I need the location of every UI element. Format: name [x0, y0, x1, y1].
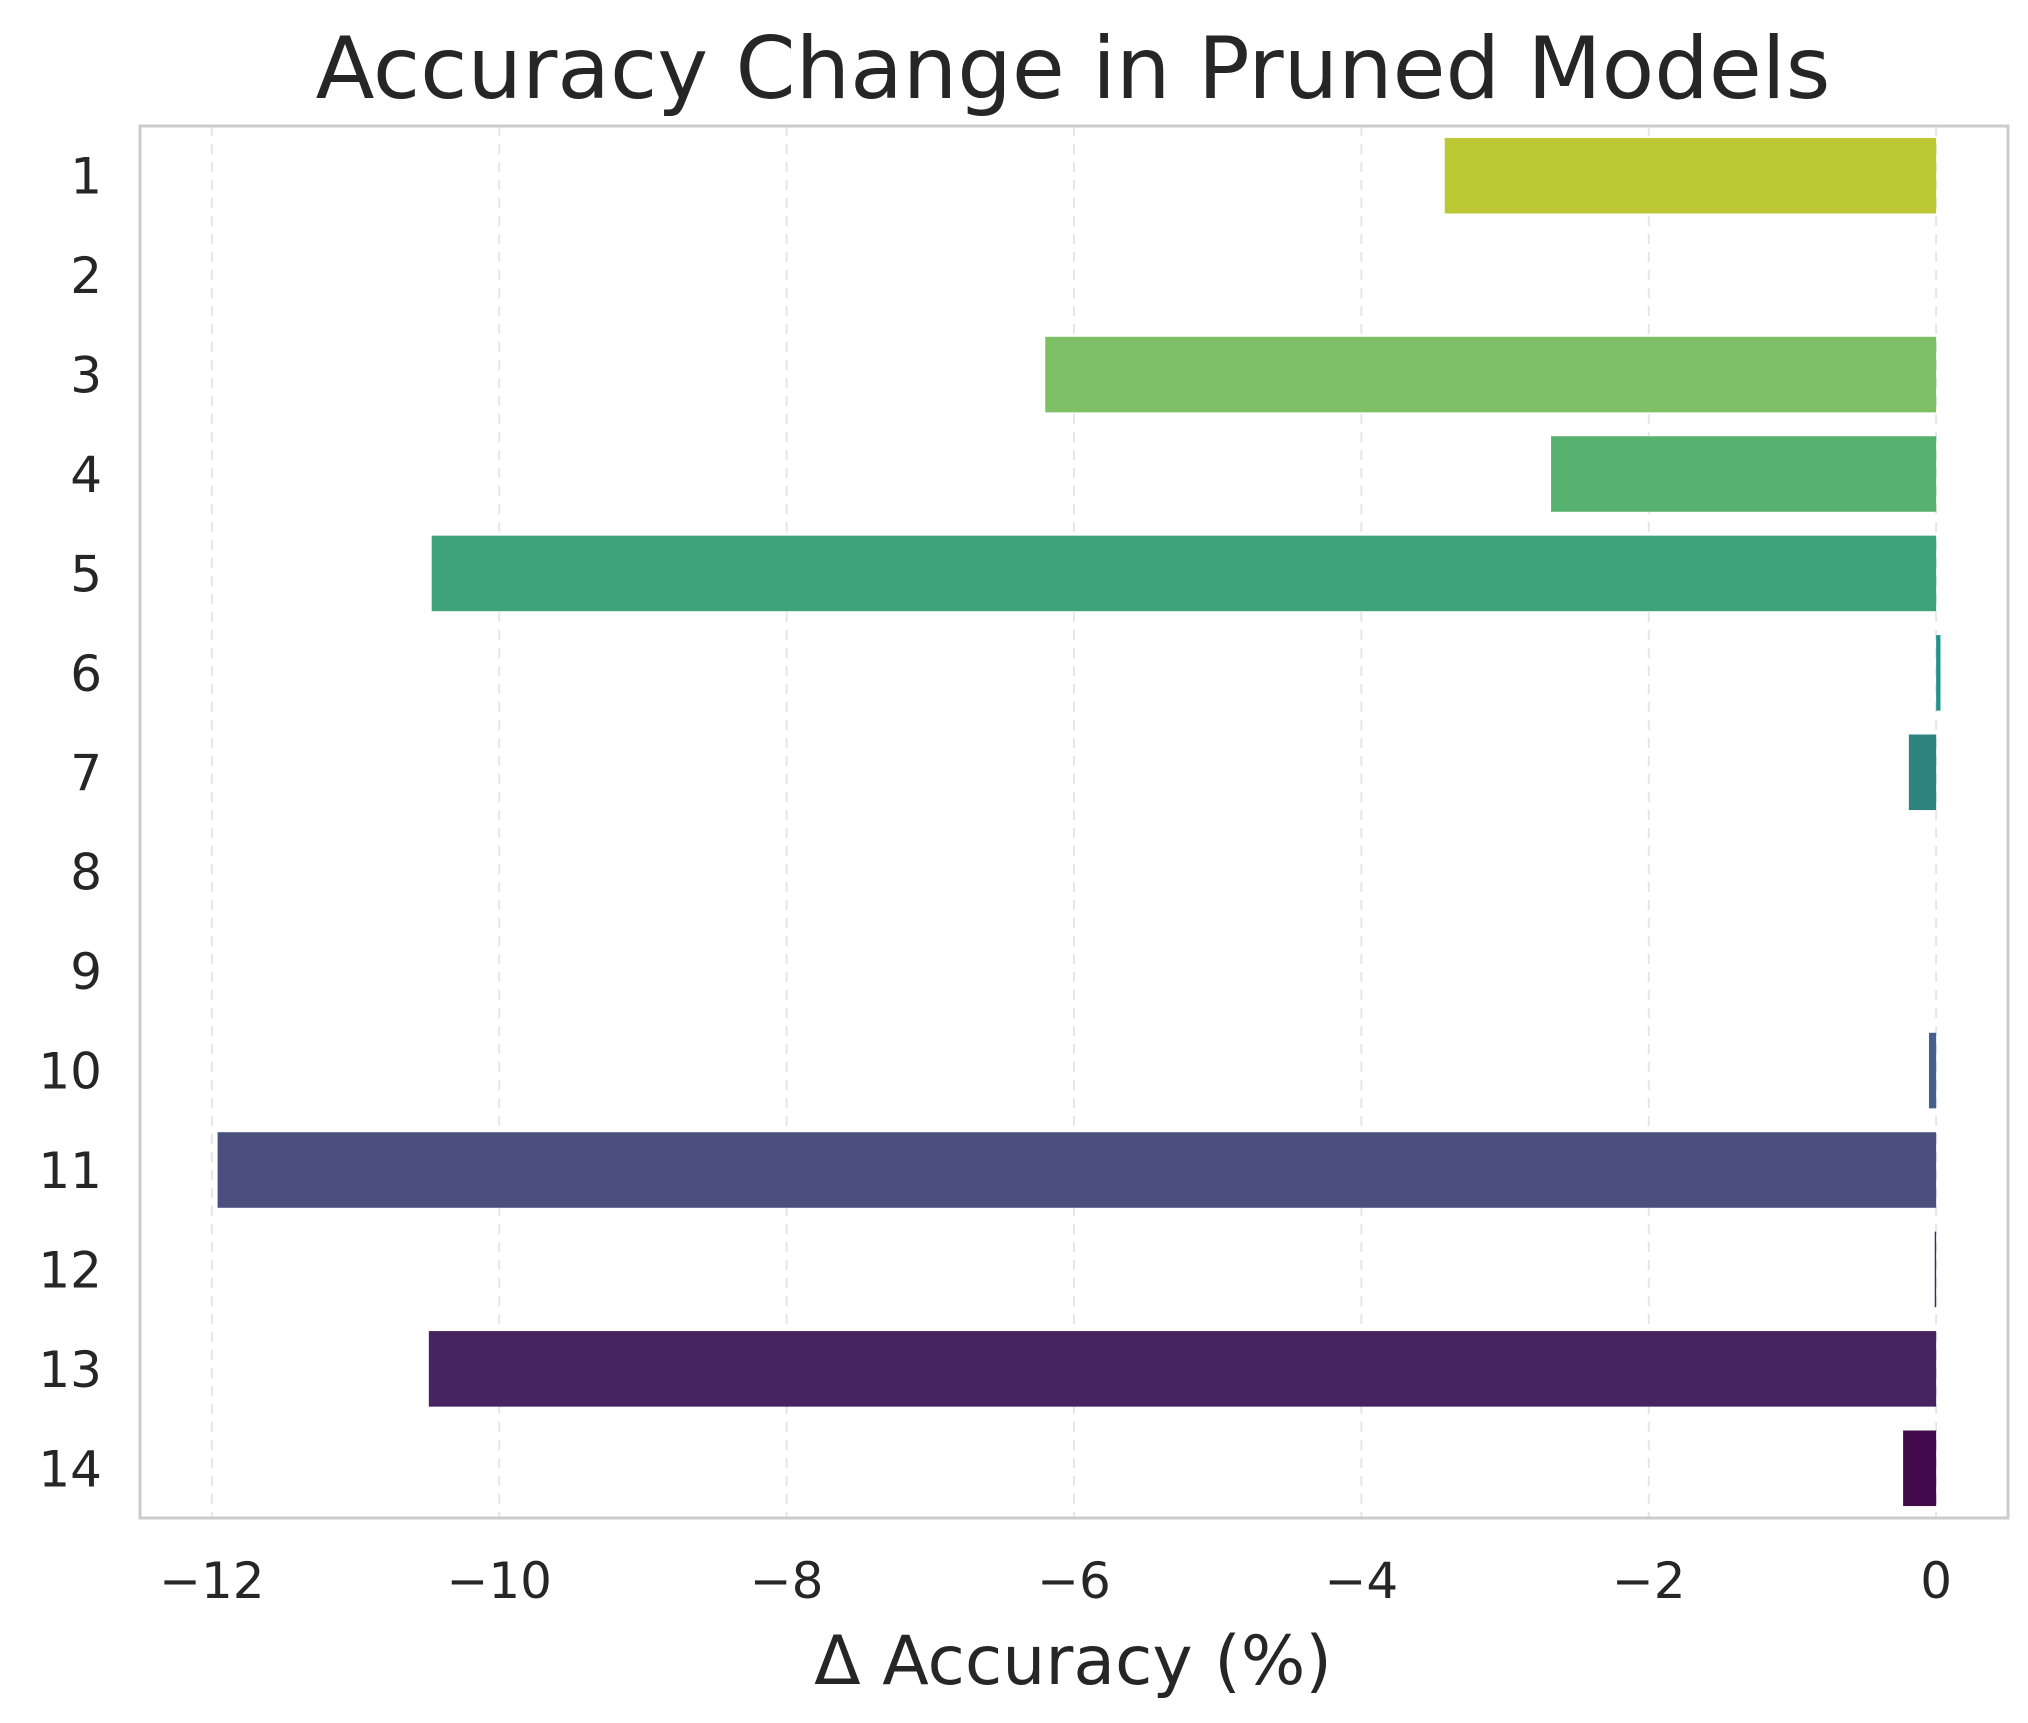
- y-tick-label: 14: [38, 1440, 102, 1498]
- bar-10: [1928, 1032, 1937, 1109]
- bars: [217, 137, 1941, 1507]
- plot-frame: [138, 124, 2010, 1520]
- y-tick-label: 5: [70, 545, 102, 603]
- y-tick-label: 3: [70, 347, 102, 405]
- x-tick-label: −6: [1037, 1552, 1111, 1610]
- x-tick-labels: −12 −10 −8 −6 −4 −2 0: [159, 1552, 1952, 1610]
- bar-7: [1908, 734, 1937, 811]
- grid-lines: [210, 126, 1938, 1518]
- bar-13: [428, 1331, 1937, 1407]
- x-tick-label: −8: [750, 1552, 824, 1610]
- bar-3: [1045, 336, 1937, 413]
- y-tick-label: 6: [70, 645, 102, 703]
- y-tick-label: 1: [70, 148, 102, 206]
- x-tick-label: −12: [159, 1552, 265, 1610]
- bar-12: [1934, 1231, 1937, 1308]
- x-tick-label: −2: [1612, 1552, 1686, 1610]
- y-tick-label: 9: [70, 943, 102, 1001]
- bar-4: [1551, 436, 1937, 512]
- y-tick-label: 4: [70, 446, 102, 504]
- x-tick-label: −4: [1325, 1552, 1399, 1610]
- bar-14: [1903, 1430, 1937, 1507]
- x-tick-label: −10: [446, 1552, 552, 1610]
- y-tick-label: 7: [70, 744, 102, 802]
- chart-title: Accuracy Change in Pruned Models: [316, 19, 1831, 119]
- y-tick-label: 10: [38, 1043, 102, 1101]
- bar-5: [431, 535, 1937, 612]
- bar-1: [1444, 137, 1937, 214]
- x-axis-label: Δ Accuracy (%): [814, 1622, 1332, 1701]
- bar-11: [217, 1132, 1937, 1208]
- y-tick-label: 11: [38, 1142, 102, 1200]
- bar-6: [1936, 635, 1941, 711]
- y-tick-label: 12: [38, 1241, 102, 1299]
- y-tick-label: 13: [38, 1341, 102, 1399]
- y-tick-label: 2: [70, 247, 102, 305]
- y-tick-label: 8: [70, 844, 102, 902]
- x-tick-label: 0: [1920, 1552, 1952, 1610]
